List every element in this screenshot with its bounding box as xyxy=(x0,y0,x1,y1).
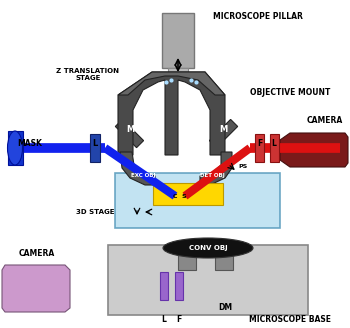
Bar xyxy=(115,119,144,148)
Bar xyxy=(255,134,264,162)
Text: PS: PS xyxy=(238,165,248,170)
Bar xyxy=(195,282,223,309)
Text: CONV OBJ: CONV OBJ xyxy=(189,245,227,251)
Text: MICROSCOPE BASE: MICROSCOPE BASE xyxy=(249,316,331,324)
Text: M: M xyxy=(219,126,227,134)
Bar xyxy=(270,134,279,162)
Text: C: C xyxy=(173,195,177,199)
Ellipse shape xyxy=(163,238,253,258)
Bar xyxy=(90,134,100,162)
Bar xyxy=(209,119,238,148)
Bar xyxy=(115,173,280,228)
Bar xyxy=(168,68,188,80)
Text: Z TRANSLATION
STAGE: Z TRANSLATION STAGE xyxy=(56,68,119,81)
Text: MASK: MASK xyxy=(18,138,42,148)
Polygon shape xyxy=(2,265,70,312)
Polygon shape xyxy=(200,152,232,185)
Bar xyxy=(153,183,223,205)
Polygon shape xyxy=(118,72,225,155)
Text: DM: DM xyxy=(218,303,232,313)
Text: S: S xyxy=(182,195,186,199)
Bar xyxy=(160,272,168,300)
Text: L: L xyxy=(162,316,167,324)
Text: CAMERA: CAMERA xyxy=(19,249,55,258)
Text: F: F xyxy=(257,138,262,148)
Text: 3D STAGE: 3D STAGE xyxy=(77,209,115,215)
Text: DET OBJ: DET OBJ xyxy=(199,173,224,177)
Text: L: L xyxy=(272,138,276,148)
Ellipse shape xyxy=(7,131,22,165)
Bar xyxy=(8,131,23,165)
Bar xyxy=(162,13,194,68)
Text: MICROSCOPE PILLAR: MICROSCOPE PILLAR xyxy=(213,12,303,21)
Text: EXC OBJ: EXC OBJ xyxy=(131,173,155,177)
Text: OBJECTIVE MOUNT: OBJECTIVE MOUNT xyxy=(250,88,330,97)
Polygon shape xyxy=(280,133,348,167)
Bar xyxy=(215,248,233,270)
Text: CAMERA: CAMERA xyxy=(307,116,343,125)
Text: M: M xyxy=(126,126,134,134)
Bar xyxy=(175,272,183,300)
Text: L: L xyxy=(92,138,98,148)
Polygon shape xyxy=(120,152,155,185)
Bar xyxy=(108,245,308,315)
Polygon shape xyxy=(118,72,225,95)
Bar xyxy=(178,248,196,270)
Text: F: F xyxy=(176,316,182,324)
